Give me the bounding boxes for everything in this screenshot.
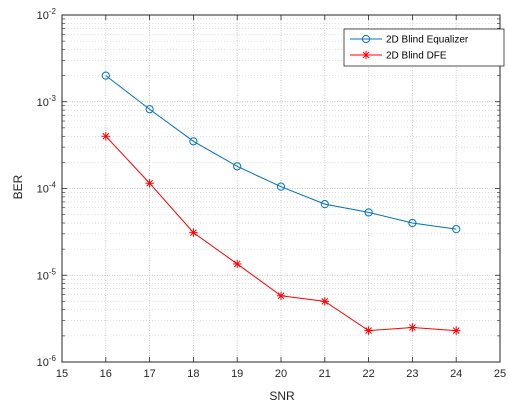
data-point-2d-blind-dfe [364,326,373,335]
x-tick-label: 18 [187,368,199,380]
data-point-2d-blind-dfe [452,326,461,335]
data-point-2d-blind-dfe [101,132,110,141]
legend-marker-2d-blind-equalizer [361,34,371,44]
data-point-2d-blind-dfe [233,259,242,269]
x-tick-label: 16 [100,368,112,380]
x-tick-label: 17 [143,368,155,380]
y-tick-label: 10-2 [37,7,57,22]
data-point-2d-blind-dfe [145,179,154,188]
data-point-2d-blind-equalizer [452,225,461,234]
data-point-2d-blind-equalizer [408,218,417,228]
y-tick-labels: 10-6 10-5 10-4 10-3 10-2 [37,7,57,369]
data-point-2d-blind-dfe [320,297,329,306]
x-axis-label: SNR [269,389,295,403]
y-tick-label: 10-5 [37,267,57,282]
data-point-2d-blind-equalizer [276,182,286,191]
axis-ticks [61,14,501,363]
legend: 2D Blind Equalizer 2D Blind DFE [343,28,505,67]
data-point-2d-blind-equalizer [364,208,373,217]
data-point-2d-blind-dfe [189,228,198,237]
legend-label-2d-blind-dfe: 2D Blind DFE [386,51,447,62]
legend-label-2d-blind-equalizer: 2D Blind Equalizer [386,35,469,46]
y-tick-label: 10-6 [37,354,57,369]
legend-marker-2d-blind-dfe [361,50,371,60]
x-tick-label: 20 [275,368,287,380]
series-line-2d-blind-equalizer [105,75,457,230]
y-tick-label: 10-4 [37,181,57,196]
x-tick-label: 22 [362,368,374,380]
x-tick-label: 25 [494,368,506,380]
data-point-2d-blind-equalizer [101,71,110,80]
x-tick-label: 24 [450,368,462,380]
x-tick-label: 21 [319,368,331,380]
x-tick-label: 15 [56,368,68,380]
data-point-2d-blind-dfe [408,323,417,332]
series-layer [101,71,461,335]
legend-symbol-2d-blind-equalizer [361,34,371,44]
x-tick-label: 19 [231,368,243,380]
data-point-2d-blind-equalizer [320,200,329,209]
x-tick-labels: 15 16 17 18 19 20 21 22 23 24 25 [56,368,506,380]
x-tick-label: 23 [406,368,418,380]
data-point-2d-blind-equalizer [145,105,154,114]
data-point-2d-blind-equalizer [189,137,198,146]
y-axis-label: BER [11,174,25,199]
data-point-2d-blind-equalizer [233,162,242,171]
legend-symbol-2d-blind-dfe [361,50,371,60]
legend-box [343,28,505,67]
data-point-2d-blind-dfe [276,291,286,300]
y-tick-label: 10-3 [37,94,57,109]
